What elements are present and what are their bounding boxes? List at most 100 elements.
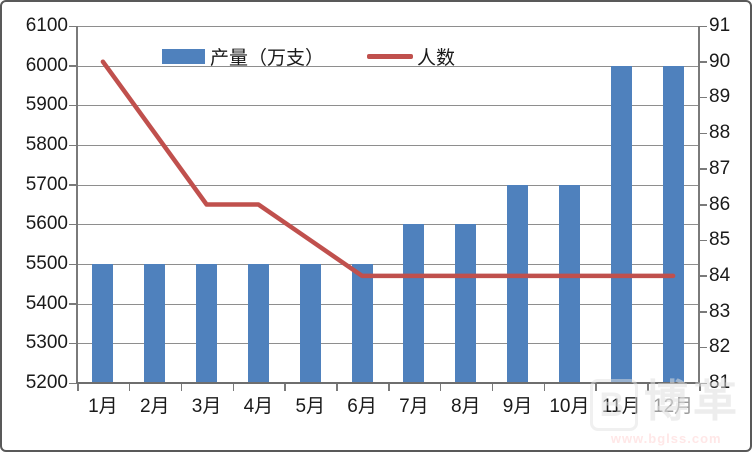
left-axis-label: 5300 <box>25 332 68 354</box>
x-axis-label-2月: 2月 <box>139 396 170 417</box>
x-axis-tick <box>595 384 597 391</box>
x-axis-label-10月: 10月 <box>549 396 590 417</box>
right-axis-tick <box>699 311 707 313</box>
right-axis-tick <box>699 346 707 349</box>
gridline <box>77 303 699 305</box>
bar-9月 <box>507 184 529 383</box>
left-axis-label: 5600 <box>25 213 68 235</box>
right-axis-label: 85 <box>709 229 731 251</box>
x-axis-tick <box>336 384 338 391</box>
x-axis-line <box>76 382 700 384</box>
gridline <box>77 264 699 265</box>
right-axis-tick <box>699 132 707 135</box>
left-axis-line <box>76 26 78 383</box>
line-series-swatch <box>367 53 414 59</box>
left-axis-tick <box>69 65 77 67</box>
plot-area <box>77 26 699 383</box>
x-axis-tick <box>232 384 234 391</box>
chart-legend: 产量（万支） 人数 <box>162 45 456 69</box>
bar-series-swatch <box>162 48 205 64</box>
bar-3月 <box>196 264 218 383</box>
left-axis-label: 5200 <box>25 372 68 393</box>
x-axis-tick <box>388 384 390 391</box>
right-axis-tick <box>699 382 707 384</box>
right-axis-label: 87 <box>709 157 731 179</box>
bar-11月 <box>610 65 632 383</box>
gridline <box>77 105 699 107</box>
left-axis-tick <box>69 144 77 146</box>
gridline <box>77 224 699 226</box>
left-axis-label: 6000 <box>25 54 68 76</box>
bar-5月 <box>299 264 321 383</box>
watermark-url: www.bglss.com <box>610 431 722 446</box>
gridline <box>77 26 699 27</box>
left-axis-tick <box>69 184 77 186</box>
right-axis-label: 89 <box>709 86 731 108</box>
right-axis-tick <box>699 96 707 99</box>
right-axis-tick <box>699 25 707 27</box>
bar-2月 <box>144 264 166 383</box>
left-axis-label: 5900 <box>25 94 68 116</box>
x-axis-tick <box>647 384 649 391</box>
x-axis-tick <box>491 384 494 391</box>
right-axis-label: 82 <box>709 336 731 358</box>
x-axis-label-8月: 8月 <box>450 396 481 417</box>
x-axis-label-5月: 5月 <box>295 396 326 417</box>
right-axis-label: 91 <box>709 15 731 36</box>
x-axis-label-7月: 7月 <box>399 396 429 417</box>
x-axis-tick <box>128 384 131 391</box>
right-axis-tick <box>699 61 707 63</box>
x-axis-label-6月: 6月 <box>347 396 377 417</box>
left-axis-label: 5500 <box>25 253 68 274</box>
right-axis-label: 83 <box>709 300 731 322</box>
right-axis-tick <box>699 239 707 242</box>
line-series-label: 人数 <box>417 47 456 69</box>
left-axis-tick <box>69 25 77 27</box>
right-axis-tick <box>699 168 707 170</box>
x-axis-tick <box>180 384 183 391</box>
bar-8月 <box>455 224 477 383</box>
bar-series-label: 产量（万支） <box>210 47 325 69</box>
x-axis-label-9月: 9月 <box>502 396 533 417</box>
x-axis-label-4月: 4月 <box>243 396 274 417</box>
bar-10月 <box>558 184 580 383</box>
left-axis-tick <box>69 104 77 107</box>
left-axis-label: 5700 <box>25 173 68 195</box>
left-axis-label: 5400 <box>25 292 68 314</box>
right-axis-label: 86 <box>709 193 731 215</box>
gridline <box>77 65 699 67</box>
line-series <box>100 59 676 279</box>
right-axis-label: 88 <box>709 122 731 144</box>
x-axis-tick <box>77 384 79 391</box>
x-axis-label-11月: 11月 <box>601 396 641 417</box>
x-axis-tick <box>284 384 286 391</box>
left-axis-label: 6100 <box>25 15 68 36</box>
left-axis-tick <box>69 303 77 305</box>
bar-6月 <box>351 264 373 383</box>
right-axis-label: 81 <box>709 372 731 393</box>
x-axis-tick <box>439 384 442 391</box>
right-axis-tick <box>699 275 707 277</box>
x-axis-label-1月: 1月 <box>88 396 118 417</box>
x-axis-label-3月: 3月 <box>191 396 222 417</box>
x-axis-label-12月: 12月 <box>653 396 694 417</box>
left-axis-tick <box>69 223 77 226</box>
bar-12月 <box>662 65 684 383</box>
bar-4月 <box>247 264 269 383</box>
bar-1月 <box>92 264 114 383</box>
x-axis-tick <box>543 384 545 391</box>
left-axis-tick <box>69 342 77 345</box>
gridline <box>77 343 699 345</box>
left-axis-tick <box>69 382 77 384</box>
x-axis-tick <box>699 384 701 391</box>
right-axis-tick <box>699 204 707 206</box>
right-axis-line <box>698 26 700 383</box>
gridline <box>77 145 699 146</box>
right-axis-label: 90 <box>709 50 731 72</box>
left-axis-tick <box>69 263 77 265</box>
right-axis-label: 84 <box>709 264 731 286</box>
gridline <box>77 184 699 186</box>
left-axis-label: 5800 <box>25 134 68 155</box>
bar-7月 <box>403 224 425 383</box>
